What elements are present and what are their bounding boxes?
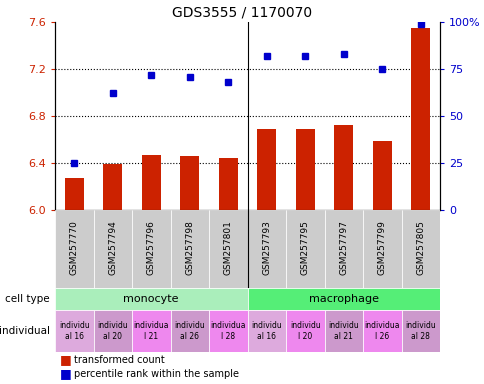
Text: cell type: cell type bbox=[5, 294, 50, 304]
Bar bbox=[64, 178, 84, 210]
Text: GSM257794: GSM257794 bbox=[108, 220, 117, 275]
Text: GDS3555 / 1170070: GDS3555 / 1170070 bbox=[172, 5, 312, 19]
Bar bbox=[286, 310, 324, 352]
Text: individu
al 26: individu al 26 bbox=[174, 321, 205, 341]
Text: GSM257805: GSM257805 bbox=[415, 220, 424, 275]
Bar bbox=[401, 210, 439, 288]
Text: ■: ■ bbox=[60, 367, 72, 381]
Bar bbox=[247, 210, 286, 288]
Bar bbox=[55, 310, 93, 352]
Bar bbox=[209, 310, 247, 352]
Text: GSM257796: GSM257796 bbox=[147, 220, 155, 275]
Text: ■: ■ bbox=[60, 354, 72, 366]
Bar bbox=[324, 210, 362, 288]
Bar bbox=[333, 126, 353, 210]
Bar bbox=[247, 288, 439, 310]
Text: individua
l 28: individua l 28 bbox=[210, 321, 245, 341]
Text: GSM257801: GSM257801 bbox=[223, 220, 232, 275]
Bar bbox=[141, 155, 161, 210]
Text: individu
al 28: individu al 28 bbox=[405, 321, 435, 341]
Text: transformed count: transformed count bbox=[74, 355, 165, 365]
Bar bbox=[55, 210, 93, 288]
Text: individu
al 16: individu al 16 bbox=[251, 321, 282, 341]
Bar bbox=[286, 210, 324, 288]
Bar bbox=[362, 210, 401, 288]
Text: GSM257797: GSM257797 bbox=[338, 220, 348, 275]
Text: macrophage: macrophage bbox=[308, 294, 378, 304]
Text: individu
al 21: individu al 21 bbox=[328, 321, 358, 341]
Bar bbox=[170, 210, 209, 288]
Text: monocyte: monocyte bbox=[123, 294, 179, 304]
Bar bbox=[132, 310, 170, 352]
Text: GSM257770: GSM257770 bbox=[70, 220, 78, 275]
Bar bbox=[218, 158, 237, 210]
Bar bbox=[401, 310, 439, 352]
Bar bbox=[132, 210, 170, 288]
Bar bbox=[257, 129, 276, 210]
Bar bbox=[410, 28, 429, 210]
Text: individu
al 20: individu al 20 bbox=[97, 321, 128, 341]
Bar bbox=[103, 164, 122, 210]
Bar bbox=[372, 141, 391, 210]
Bar bbox=[324, 310, 362, 352]
Bar bbox=[247, 310, 286, 352]
Bar bbox=[55, 288, 247, 310]
Bar bbox=[362, 310, 401, 352]
Text: individu
l 20: individu l 20 bbox=[289, 321, 320, 341]
Bar bbox=[170, 310, 209, 352]
Bar bbox=[93, 210, 132, 288]
Text: GSM257798: GSM257798 bbox=[185, 220, 194, 275]
Text: percentile rank within the sample: percentile rank within the sample bbox=[74, 369, 239, 379]
Text: GSM257799: GSM257799 bbox=[377, 220, 386, 275]
Bar bbox=[180, 156, 199, 210]
Text: individua
l 21: individua l 21 bbox=[133, 321, 168, 341]
Bar bbox=[209, 210, 247, 288]
Text: individual: individual bbox=[0, 326, 50, 336]
Bar bbox=[295, 129, 314, 210]
Text: individua
l 26: individua l 26 bbox=[364, 321, 399, 341]
Bar bbox=[93, 310, 132, 352]
Text: individu
al 16: individu al 16 bbox=[59, 321, 90, 341]
Text: GSM257795: GSM257795 bbox=[300, 220, 309, 275]
Text: GSM257793: GSM257793 bbox=[262, 220, 271, 275]
